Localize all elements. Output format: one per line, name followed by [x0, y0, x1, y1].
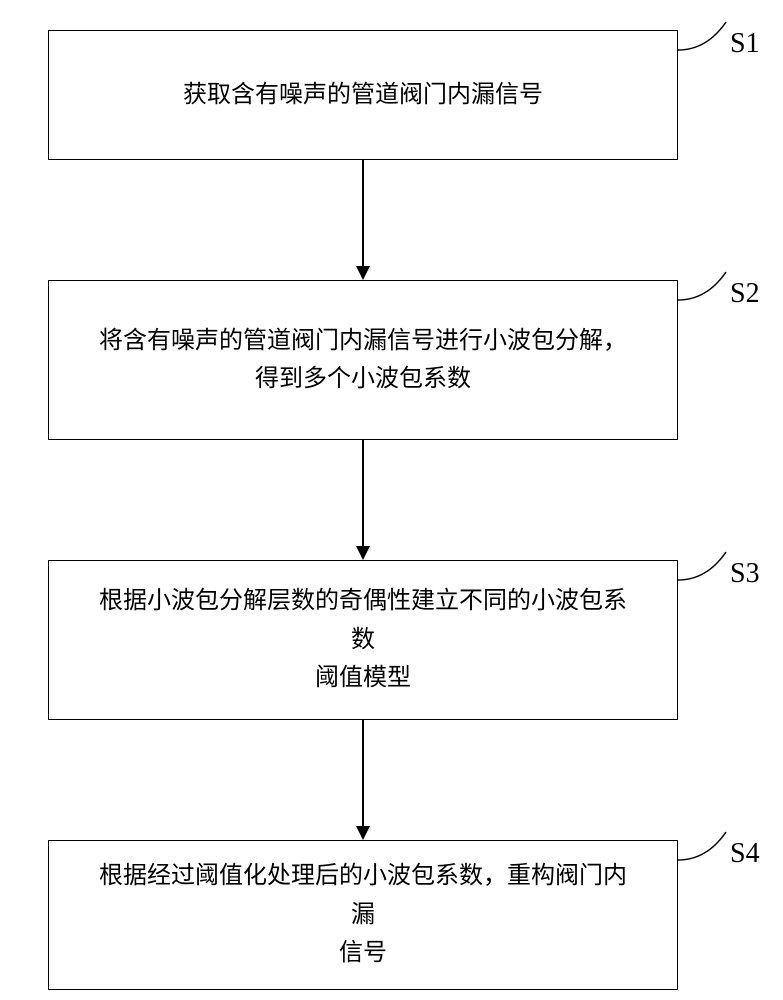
connector-s4 [678, 826, 732, 866]
step-label-s1: S1 [730, 28, 760, 60]
step-label-s4: S4 [730, 838, 760, 870]
connector-s2 [678, 266, 732, 306]
step-box-s3: 根据小波包分解层数的奇偶性建立不同的小波包系数阈值模型 [48, 560, 678, 720]
arrow-line-3 [362, 720, 364, 826]
connector-s3 [678, 546, 732, 586]
arrow-head-3 [356, 826, 370, 840]
step-box-s1: 获取含有噪声的管道阀门内漏信号 [48, 30, 678, 160]
step-box-s4: 根据经过阈值化处理后的小波包系数，重构阀门内漏信号 [48, 840, 678, 990]
step-text: 根据经过阈值化处理后的小波包系数，重构阀门内漏信号 [89, 857, 637, 972]
step-text: 将含有噪声的管道阀门内漏信号进行小波包分解，得到多个小波包系数 [99, 322, 627, 399]
step-text: 获取含有噪声的管道阀门内漏信号 [183, 76, 543, 114]
step-box-s2: 将含有噪声的管道阀门内漏信号进行小波包分解，得到多个小波包系数 [48, 280, 678, 440]
flowchart-canvas: 获取含有噪声的管道阀门内漏信号 S1 将含有噪声的管道阀门内漏信号进行小波包分解，得… [0, 0, 783, 1000]
arrow-head-1 [356, 266, 370, 280]
step-label-s2: S2 [730, 278, 760, 310]
arrow-head-2 [356, 546, 370, 560]
step-label-s3: S3 [730, 558, 760, 590]
step-text: 根据小波包分解层数的奇偶性建立不同的小波包系数阈值模型 [89, 582, 637, 697]
arrow-line-2 [362, 440, 364, 546]
arrow-line-1 [362, 160, 364, 266]
connector-s1 [678, 16, 732, 56]
